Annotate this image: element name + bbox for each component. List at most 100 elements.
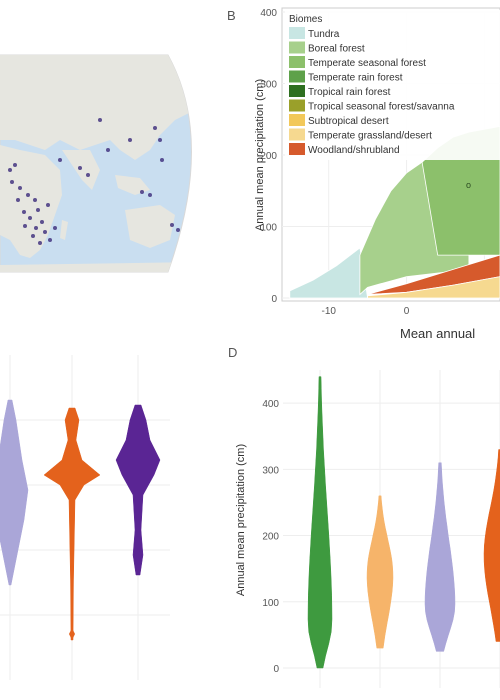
biome-region (289, 247, 369, 299)
map-dot (16, 198, 20, 202)
violin-c (43, 407, 101, 641)
legend-swatch (289, 41, 305, 54)
map-dot (140, 190, 144, 194)
map-dot (58, 158, 62, 162)
legend-entries: Tundra Boreal forest Temperate seasonal fo… (289, 27, 455, 156)
x-tick-label: -10 (321, 306, 336, 317)
outlier-marker (69, 628, 75, 640)
panel-d-label: D (228, 345, 237, 360)
map-dot (170, 223, 174, 227)
panel-b-x-ticks: -10 0 (321, 306, 409, 317)
map-dot (148, 193, 152, 197)
y-tick-label: 100 (260, 223, 277, 234)
violin-d (366, 495, 394, 649)
legend-label: Temperate seasonal forest (308, 58, 426, 69)
map-dot (153, 126, 157, 130)
map-dot (34, 226, 38, 230)
y-tick-label: 200 (262, 532, 279, 543)
panel-b-y-ticks: 0 100 200 300 400 (260, 8, 277, 305)
panel-c-plot-area (0, 348, 170, 688)
legend-swatch (289, 114, 305, 126)
panel-b-legend: Biomes Tundra Boreal forest Temperate seas… (285, 10, 500, 160)
map-dot (36, 208, 40, 212)
map-dot (33, 198, 37, 202)
legend-swatch (289, 143, 305, 155)
map-dot (128, 138, 132, 142)
map-dot (40, 220, 44, 224)
panel-b-x-axis-label: Mean annual (400, 326, 475, 341)
map-africa (0, 145, 62, 258)
map-dot (38, 241, 42, 245)
y-tick-label: 400 (260, 8, 277, 19)
map-india (62, 150, 100, 190)
map-dot (43, 230, 47, 234)
map-dot (86, 173, 90, 177)
legend-swatch (289, 56, 305, 68)
map-australia (125, 205, 175, 248)
legend-label: Tropical rain forest (308, 87, 391, 98)
legend-label: Woodland/shrubland (308, 145, 400, 156)
legend-title: Biomes (289, 14, 322, 25)
violin-d (483, 449, 500, 642)
map-dot (18, 186, 22, 190)
panel-d-y-axis-label: Annual mean precipitation (cm) (235, 444, 247, 596)
panel-d: D 0 100 200 300 400 Annual mean precipitatio… (228, 345, 500, 690)
legend-label: Temperate grassland/desert (308, 131, 432, 142)
panel-d-violins (307, 376, 500, 669)
panel-c-violins (0, 399, 161, 641)
map-dot (53, 226, 57, 230)
panel-b-annotation-o: o (466, 180, 471, 190)
map-dot (98, 118, 102, 122)
map-dot (46, 203, 50, 207)
violin-c (115, 404, 161, 576)
y-tick-label: 0 (271, 294, 277, 305)
y-tick-label: 300 (260, 80, 277, 91)
legend-swatch (289, 27, 305, 39)
panel-c (0, 348, 170, 688)
map-seasia (115, 175, 150, 195)
panel-b-y-axis-label: Annual mean precipitation (cm) (254, 79, 266, 231)
x-tick-label: 0 (404, 306, 410, 317)
biome-region (367, 276, 500, 299)
panel-b-label: B (227, 8, 236, 23)
legend-background (285, 10, 500, 160)
map-antarctica (0, 262, 192, 272)
legend-swatch (289, 128, 305, 141)
legend-label: Tundra (308, 29, 340, 40)
map-dot (23, 224, 27, 228)
legend-label: Temperate rain forest (308, 73, 403, 84)
y-tick-label: 100 (262, 598, 279, 609)
legend-swatch (289, 99, 305, 112)
y-tick-label: 300 (262, 465, 279, 476)
map-dot (48, 238, 52, 242)
map-dot (31, 234, 35, 238)
panel-b: B 0 100 200 300 400 -10 0 Annual mean precipi… (227, 7, 500, 341)
legend-label: Tropical seasonal forest/savanna (308, 102, 455, 113)
legend-label: Boreal forest (308, 44, 365, 55)
map-dot (28, 216, 32, 220)
y-tick-label: 0 (273, 664, 279, 675)
panel-a-map (0, 54, 192, 273)
map-dot (176, 228, 180, 232)
map-dot (26, 193, 30, 197)
map-occurrence-dots (8, 118, 180, 245)
map-dot (22, 210, 26, 214)
violin-c (0, 399, 29, 586)
map-dot (160, 158, 164, 162)
map-dot (158, 138, 162, 142)
legend-swatch (289, 70, 305, 83)
legend-label: Subtropical desert (308, 116, 389, 127)
y-tick-label: 200 (260, 151, 277, 162)
map-madagascar (60, 220, 68, 240)
panel-d-y-ticks: 0 100 200 300 400 (262, 399, 279, 675)
map-dot (78, 166, 82, 170)
map-eurasia (0, 55, 192, 160)
map-dot (106, 148, 110, 152)
violin-d (424, 462, 456, 652)
y-tick-label: 400 (262, 399, 279, 410)
violin-d (307, 376, 333, 669)
map-dot (8, 168, 12, 172)
legend-swatch (289, 85, 305, 97)
map-dot (13, 163, 17, 167)
